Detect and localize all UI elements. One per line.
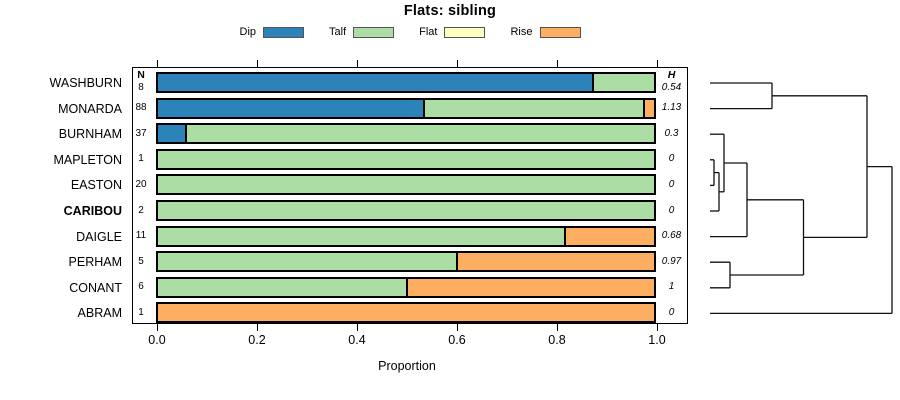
legend-item-dip: Dip <box>240 26 305 38</box>
x-tick-label: 0.0 <box>148 333 166 347</box>
x-tick-label: 0.2 <box>248 333 266 347</box>
bar-segment-talf <box>158 176 654 194</box>
row-label-caribou: CARIBOU <box>63 204 122 218</box>
legend-swatch-rise <box>539 26 581 38</box>
n-value: 88 <box>135 102 147 114</box>
bar-caribou <box>156 200 656 221</box>
bar-perham <box>156 251 656 273</box>
n-value: 2 <box>138 204 144 216</box>
row-label-washburn: WASHBURN <box>49 76 122 90</box>
h-value: 0.97 <box>661 255 682 267</box>
bar-segment-talf <box>158 253 456 271</box>
bar-burnham <box>156 123 656 145</box>
bar-mapleton <box>156 148 656 170</box>
bar-segment-rise <box>563 227 654 245</box>
row-label-mapleton: MAPLETON <box>53 152 122 167</box>
bar-segment-talf <box>184 125 654 143</box>
x-tick-label: 1.0 <box>648 333 666 347</box>
h-value: 1 <box>668 281 675 293</box>
row-label-monarda: MONARDA <box>58 101 122 116</box>
bar-segment-talf <box>158 278 406 296</box>
h-value: 0.68 <box>661 230 682 242</box>
legend-item-rise: Rise <box>510 26 581 38</box>
bar-segment-rise <box>406 278 654 296</box>
bar-washburn <box>156 72 656 93</box>
h-value: 1.13 <box>661 102 682 114</box>
bar-segment-talf <box>592 74 654 91</box>
chart-title: Flats: sibling <box>403 3 497 19</box>
bottom-axis-tick <box>656 324 658 331</box>
top-axis-tick <box>156 60 158 67</box>
bar-segment-talf <box>158 227 564 245</box>
h-value: 0 <box>668 204 675 216</box>
h-value: 0 <box>668 153 675 165</box>
bottom-axis-tick <box>556 324 558 331</box>
bar-segment-talf <box>158 202 654 219</box>
bar-abram <box>156 302 656 324</box>
n-column-header: N <box>137 69 145 81</box>
top-axis-tick <box>656 60 658 67</box>
bar-segment-dip <box>158 125 185 143</box>
h-value: 0.3 <box>664 127 679 139</box>
plot-area: N H 8 0.54 88 1.13 37 0.3 1 0 20 0 2 0 11 0.68 5 0.97 6 1… <box>132 67 688 324</box>
bottom-axis-tick <box>156 324 158 331</box>
h-column-header: H <box>667 69 676 81</box>
n-value: 1 <box>138 306 144 318</box>
n-value: 11 <box>135 230 147 242</box>
bottom-axis-tick <box>356 324 358 331</box>
bar-segment-dip <box>158 99 423 117</box>
n-value: 1 <box>138 153 144 165</box>
x-axis-label: Proportion <box>378 359 436 373</box>
n-value: 20 <box>135 178 147 190</box>
top-axis-tick <box>256 60 258 67</box>
bar-daigle <box>156 225 656 247</box>
row-label-easton: EASTON <box>70 178 122 193</box>
top-axis-tick <box>356 60 358 67</box>
row-label-abram: ABRAM <box>77 306 122 321</box>
h-value: 0 <box>668 178 675 190</box>
legend-item-flat: Flat <box>419 26 486 38</box>
top-axis-tick <box>456 60 458 67</box>
bar-segment-dip <box>158 74 592 91</box>
bar-segment-rise <box>158 304 654 322</box>
h-value: 0 <box>668 306 675 318</box>
n-value: 8 <box>138 81 144 93</box>
legend: Dip Talf Flat Rise <box>132 26 688 38</box>
bar-conant <box>156 276 656 298</box>
row-label-burnham: BURNHAM <box>58 127 122 142</box>
legend-label: Rise <box>510 26 533 38</box>
legend-item-talf: Talf <box>329 26 395 38</box>
legend-swatch-dip <box>263 26 305 38</box>
row-label-perham: PERHAM <box>68 255 122 270</box>
n-value: 5 <box>138 255 144 267</box>
bar-segment-talf <box>422 99 643 117</box>
bottom-axis-tick <box>256 324 258 331</box>
legend-label: Flat <box>419 26 438 38</box>
x-tick-label: 0.8 <box>548 333 566 347</box>
bar-segment-talf <box>158 150 654 168</box>
bar-segment-rise <box>642 99 654 117</box>
h-value: 0.54 <box>661 81 682 93</box>
legend-swatch-flat <box>444 26 486 38</box>
x-tick-label: 0.6 <box>448 333 466 347</box>
n-value: 37 <box>135 127 147 139</box>
top-axis-tick <box>556 60 558 67</box>
legend-label: Dip <box>239 26 257 38</box>
row-label-conant: CONANT <box>69 280 122 295</box>
x-tick-label: 0.4 <box>348 333 366 347</box>
bar-monarda <box>156 97 656 119</box>
bar-easton <box>156 174 656 196</box>
n-value: 6 <box>138 281 144 293</box>
row-label-daigle: DAIGLE <box>76 229 122 244</box>
bar-segment-rise <box>455 253 654 271</box>
dendrogram <box>710 82 893 315</box>
legend-label: Talf <box>329 26 347 38</box>
bottom-axis-tick <box>456 324 458 331</box>
legend-swatch-talf <box>353 26 395 38</box>
